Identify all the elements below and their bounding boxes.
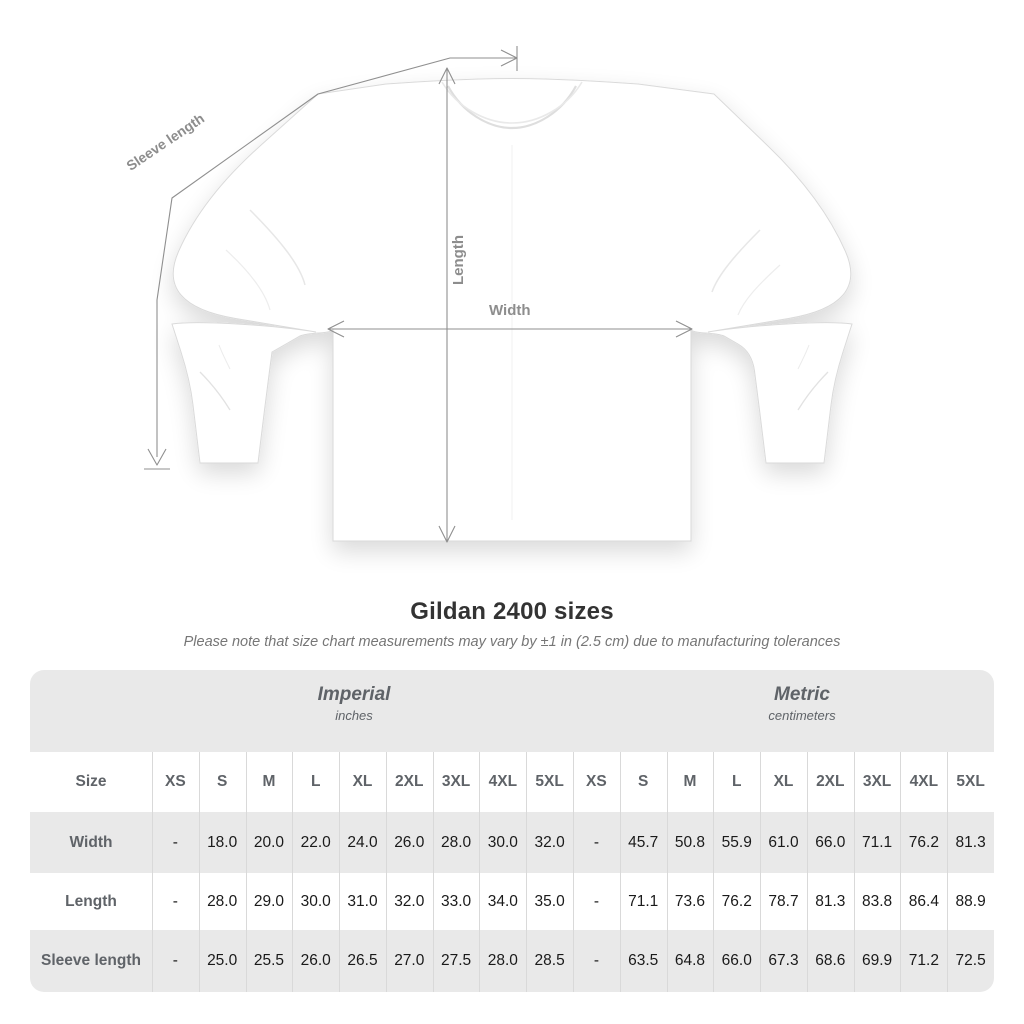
- svg-text:Sleeve length: Sleeve length: [123, 110, 207, 174]
- svg-text:Length: Length: [450, 235, 467, 285]
- svg-text:Width: Width: [489, 302, 531, 319]
